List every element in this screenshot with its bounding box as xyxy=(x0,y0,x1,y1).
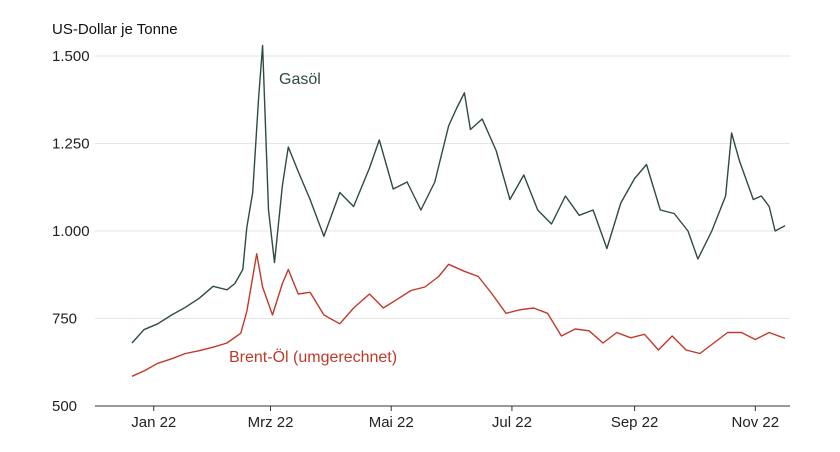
series-line-brent xyxy=(131,253,786,377)
x-tick-label: Jul 22 xyxy=(492,414,532,431)
series-label-gasoil: Gasöl xyxy=(279,71,321,88)
x-tick-label: Sep 22 xyxy=(611,414,659,431)
x-tick-label: Nov 22 xyxy=(732,414,780,431)
y-tick-label: 1.000 xyxy=(52,223,90,240)
x-tick-label: Mai 22 xyxy=(369,414,414,431)
x-tick-label: Mrz 22 xyxy=(248,414,294,431)
series-label-brent: Brent-Öl (umgerechnet) xyxy=(229,348,397,366)
y-tick-label: 1.500 xyxy=(52,48,90,65)
series-line-gasoil xyxy=(131,44,786,344)
y-tick-label: 1.250 xyxy=(52,136,90,153)
y-tick-label: 750 xyxy=(52,311,77,328)
y-axis-label: US-Dollar je Tonne xyxy=(52,21,178,38)
x-tick-label: Jan 22 xyxy=(131,414,176,431)
y-tick-label: 500 xyxy=(52,398,77,415)
